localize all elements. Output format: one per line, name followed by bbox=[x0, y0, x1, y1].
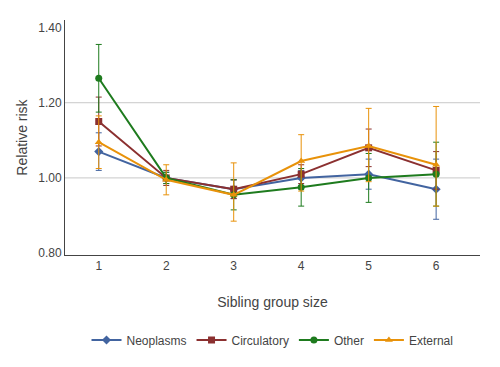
svg-text:5: 5 bbox=[365, 259, 372, 273]
svg-text:1: 1 bbox=[95, 259, 102, 273]
svg-text:1.20: 1.20 bbox=[38, 96, 62, 110]
svg-text:Circulatory: Circulatory bbox=[232, 334, 289, 348]
svg-text:Neoplasms: Neoplasms bbox=[127, 334, 187, 348]
svg-text:Relative risk: Relative risk bbox=[14, 98, 30, 175]
svg-text:1.40: 1.40 bbox=[38, 21, 62, 35]
svg-text:6: 6 bbox=[433, 259, 440, 273]
svg-text:2: 2 bbox=[163, 259, 170, 273]
svg-text:0.80: 0.80 bbox=[38, 246, 62, 260]
svg-text:3: 3 bbox=[230, 259, 237, 273]
svg-text:External: External bbox=[409, 334, 453, 348]
svg-text:1.00: 1.00 bbox=[38, 171, 62, 185]
svg-text:Other: Other bbox=[334, 334, 364, 348]
svg-text:4: 4 bbox=[298, 259, 305, 273]
svg-text:Sibling group size: Sibling group size bbox=[217, 294, 328, 310]
